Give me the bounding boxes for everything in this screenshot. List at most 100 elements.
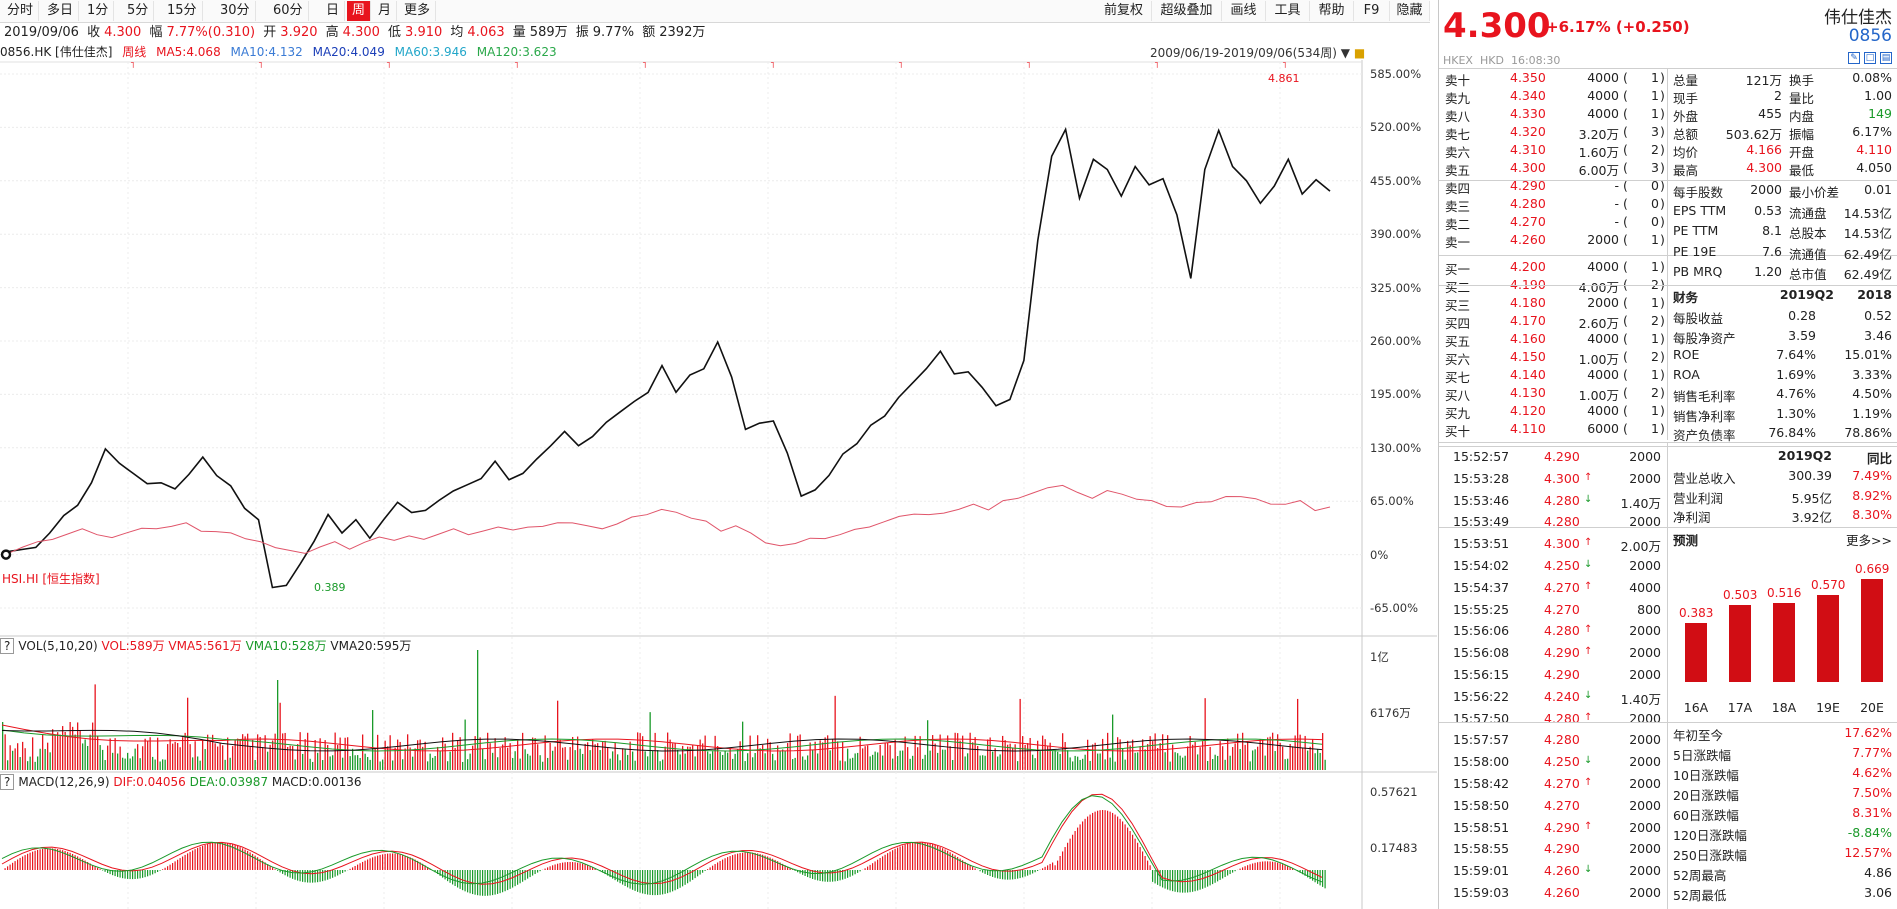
volume-bar [52, 729, 54, 770]
volume-bar [1119, 739, 1121, 770]
volume-bar [27, 761, 29, 770]
year-tick-mark: ˥ [258, 61, 262, 71]
period-tab-9[interactable]: 月 [373, 1, 398, 21]
fin2-yoy-2: 8.30% [1852, 507, 1892, 522]
bid-price-1: 4.190 [1510, 277, 1546, 292]
period-tab-2[interactable]: 1分 [82, 1, 115, 21]
macd-bar [1312, 870, 1314, 881]
arrow-up-icon: ↑ [1584, 711, 1593, 723]
macd-bar [647, 870, 649, 895]
period-tab-6[interactable]: 60分 [268, 1, 309, 21]
ask-level-5: 卖五 [1445, 163, 1471, 178]
toolbar-btn-4[interactable]: 帮助 [1310, 1, 1354, 21]
toolbar-btn-0[interactable]: 前复权 [1096, 1, 1152, 21]
forecast-value-4: 0.669 [1855, 562, 1890, 577]
bid-paren-close-4: ) [1660, 331, 1665, 346]
toolbar-btn-6[interactable]: 隐藏 [1390, 1, 1430, 21]
macd-bar [1029, 870, 1031, 875]
volume-bar [1057, 751, 1059, 770]
macd-bar [164, 867, 166, 870]
macd-bar [864, 868, 866, 870]
vol-help-icon[interactable]: ? [0, 638, 15, 654]
stat-label2-4: 开盘 [1789, 145, 1815, 160]
macd-bar [1042, 868, 1044, 870]
macd-bar [77, 856, 79, 870]
period-tab-8[interactable]: 周 [347, 1, 372, 21]
macd-bar [419, 862, 421, 870]
forecast-more-link[interactable]: 更多>> [1846, 533, 1892, 548]
tick-time-20: 15:59:03 [1453, 885, 1510, 900]
tick-volume-16: 2000 [1629, 797, 1661, 813]
forecast-value-3: 0.570 [1811, 577, 1846, 592]
volume-bar [1072, 761, 1074, 770]
macd-bar [627, 870, 629, 888]
dropdown-icon[interactable]: ▼ [1340, 46, 1350, 60]
bid-price-3: 4.170 [1510, 313, 1546, 328]
period-tab-0[interactable]: 分时 [2, 1, 40, 21]
macd-bar [932, 844, 934, 870]
volume-bar [524, 749, 526, 770]
macd-bar [17, 859, 19, 870]
macd-bar [1152, 870, 1154, 882]
open-label: 开 [263, 25, 277, 40]
period-tab-7[interactable]: 日 [321, 1, 346, 21]
macd-bar [682, 870, 684, 887]
volume-bar [682, 745, 684, 770]
volume-bar [414, 748, 416, 770]
volume-bar [104, 760, 106, 770]
macd-bar [1027, 870, 1029, 876]
macd-bar [297, 870, 299, 881]
bid-price-8: 4.120 [1510, 403, 1546, 418]
period-tab-5[interactable]: 30分 [215, 1, 256, 21]
macd-bar [649, 870, 651, 895]
macd-bar [967, 863, 969, 870]
volume-bar [587, 742, 589, 770]
macd-bar [1087, 816, 1089, 870]
perf-value-4: 8.31% [1852, 805, 1892, 820]
macd-bar [692, 870, 694, 880]
volume-bar [1187, 746, 1189, 770]
macd-value-label: MACD:0.00136 [271, 775, 362, 789]
vol-axis-top: 1亿 [1370, 650, 1389, 664]
edit-icon[interactable]: ✎ [1848, 52, 1860, 64]
lock-icon[interactable]: ■ [1353, 46, 1366, 60]
period-tab-1[interactable]: 多日 [42, 1, 80, 21]
macd-help-icon[interactable]: ? [0, 774, 15, 790]
arrow-up-icon: ↑ [1584, 820, 1593, 832]
ma60-label: MA60:3.946 [394, 45, 467, 59]
toolbar-btn-2[interactable]: 画线 [1222, 1, 1266, 21]
toolbar-btn-3[interactable]: 工具 [1266, 1, 1310, 21]
tick-volume-1: 2000 [1629, 470, 1661, 486]
volume-bar [919, 736, 921, 770]
volume-bar [272, 740, 274, 770]
period-tab-3[interactable]: 5分 [122, 1, 155, 21]
volume-bar [862, 748, 864, 770]
volume-bar [79, 730, 81, 770]
bid-price-9: 4.110 [1510, 421, 1546, 436]
volume-bar [1039, 751, 1041, 770]
window-icon[interactable]: □ [1864, 52, 1876, 64]
layout-icon[interactable]: ▤ [1880, 52, 1892, 64]
tick-time-7: 15:55:25 [1453, 601, 1510, 617]
bid-paren-open-4: ( [1623, 331, 1628, 346]
macd-bar [1244, 866, 1246, 870]
date-range-label[interactable]: 2009/06/19-2019/09/06(534周) ▼ ■ [1150, 44, 1365, 61]
volume-bar [739, 741, 741, 770]
macd-bar [859, 870, 861, 872]
period-tab-10[interactable]: 更多 [399, 1, 437, 21]
price-chart[interactable]: ˥ ˥ ˥ ˥ ˥ ˥ ˥ ˥ ˥ ˥ [0, 0, 1437, 909]
macd-bar [27, 853, 29, 870]
toolbar-btn-5[interactable]: F9 [1354, 1, 1390, 21]
price-axis-label: 455.00% [1370, 173, 1422, 188]
ask-count-3: 3 [1651, 124, 1659, 139]
bid-level-7: 买八 [1445, 388, 1471, 403]
macd-bar [817, 870, 819, 881]
toolbar-btn-1[interactable]: 超级叠加 [1152, 1, 1222, 21]
volume-bar [217, 746, 219, 770]
macd-bar [882, 856, 884, 870]
period-tab-4[interactable]: 15分 [162, 1, 203, 21]
macd-bar [167, 866, 169, 870]
volume-bar [929, 750, 931, 770]
volume-bar [1049, 742, 1051, 770]
stat-value2-3: 6.17% [1852, 124, 1892, 139]
